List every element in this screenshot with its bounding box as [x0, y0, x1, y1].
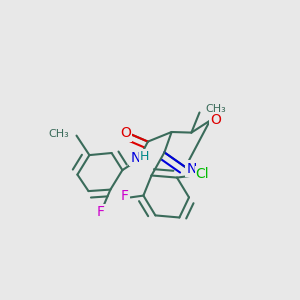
Text: N: N: [130, 151, 141, 165]
Text: CH₃: CH₃: [205, 104, 226, 115]
Text: Cl: Cl: [196, 167, 209, 181]
Text: O: O: [120, 127, 131, 140]
Text: O: O: [210, 113, 221, 127]
Text: H: H: [140, 150, 149, 163]
Text: CH₃: CH₃: [48, 129, 69, 139]
Text: F: F: [97, 206, 104, 219]
Text: N: N: [186, 162, 197, 176]
Text: F: F: [121, 190, 128, 203]
